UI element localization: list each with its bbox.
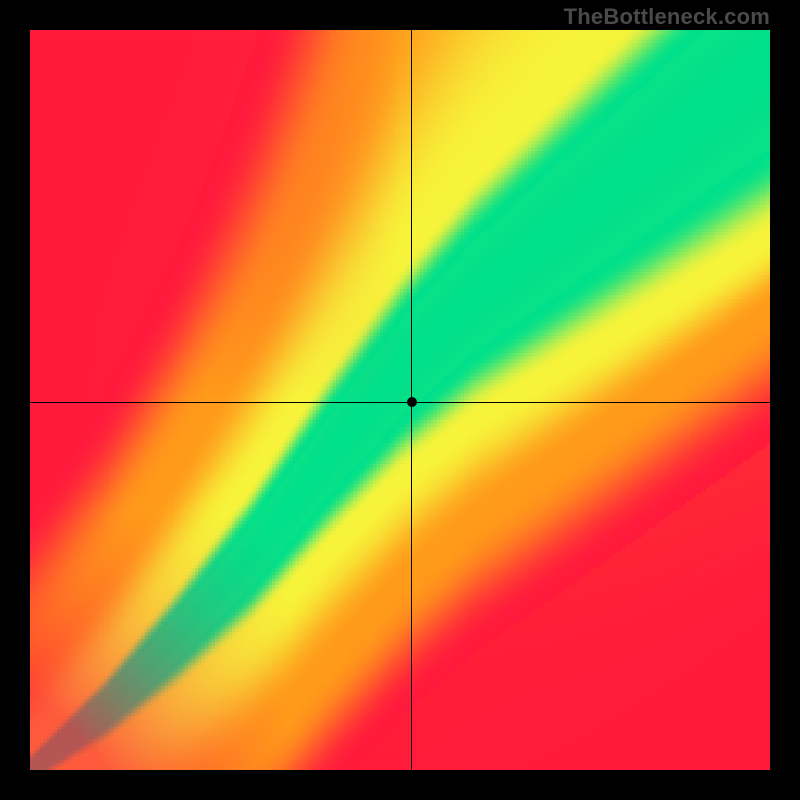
crosshair-marker — [407, 397, 417, 407]
chart-frame: TheBottleneck.com — [0, 0, 800, 800]
crosshair-horizontal — [30, 402, 770, 403]
heatmap-plot — [30, 30, 770, 770]
heatmap-canvas — [30, 30, 770, 770]
watermark-label: TheBottleneck.com — [564, 4, 770, 30]
